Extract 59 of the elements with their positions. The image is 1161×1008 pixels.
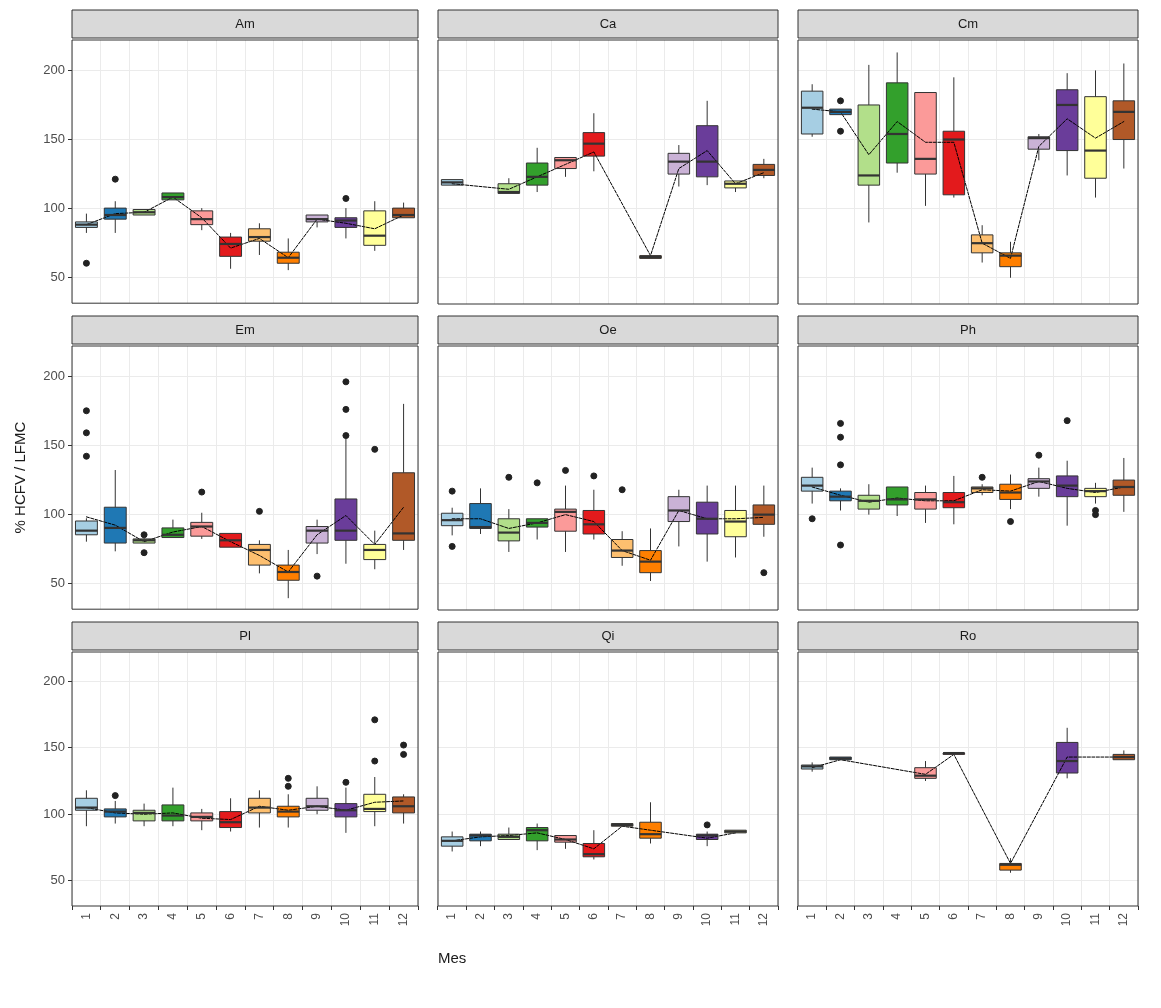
- x-tick-label: 6: [586, 912, 601, 920]
- y-axis-title: % HCFV / LFMC: [11, 421, 29, 534]
- x-tick-label: 2: [472, 912, 487, 920]
- x-tick-label: 3: [501, 912, 516, 920]
- x-tick-label: 7: [974, 912, 989, 920]
- x-tick-label: 11: [727, 912, 742, 926]
- y-tick-label: 150: [43, 436, 65, 452]
- y-tick-label: 100: [43, 805, 65, 821]
- x-tick-label: 10: [699, 912, 714, 927]
- x-tick-label: 11: [1087, 912, 1102, 926]
- x-tick-label: 8: [280, 912, 295, 920]
- chart-title: Ph: [960, 321, 976, 337]
- x-tick-label: 2: [832, 912, 847, 920]
- x-tick-label: 10: [1059, 912, 1074, 927]
- x-tick-label: 9: [309, 912, 324, 920]
- y-tick-label: 50: [50, 268, 65, 284]
- x-tick-label: 9: [671, 912, 686, 920]
- chart-title: Oe: [599, 321, 617, 337]
- x-tick-label: 5: [194, 912, 209, 920]
- y-tick-label: 50: [50, 872, 65, 888]
- x-tick-label: 7: [251, 912, 266, 920]
- y-tick-label: 200: [43, 672, 65, 688]
- x-tick-label: 7: [614, 912, 629, 920]
- x-tick-label: 12: [395, 912, 410, 927]
- y-tick-label: 100: [43, 199, 65, 215]
- x-tick-label: 3: [861, 912, 876, 920]
- chart-title: Cm: [957, 15, 979, 31]
- chart-title: Qi: [601, 627, 615, 643]
- chart-title: Ro: [959, 627, 977, 643]
- x-tick-label: 6: [946, 912, 961, 920]
- x-tick-label: 1: [444, 912, 459, 920]
- x-tick-label: 2: [107, 912, 122, 920]
- x-tick-label: 9: [1031, 912, 1046, 920]
- chart-title: Ca: [599, 15, 618, 31]
- x-tick-label: 3: [136, 912, 151, 920]
- x-tick-label: 1: [78, 912, 93, 920]
- y-tick-label: 150: [43, 130, 65, 146]
- x-tick-label: 12: [756, 912, 771, 927]
- x-tick-label: 5: [917, 912, 932, 920]
- x-tick-label: 4: [529, 912, 544, 920]
- x-tick-label: 12: [1116, 912, 1131, 927]
- y-tick-label: 200: [43, 367, 65, 383]
- x-tick-label: 4: [165, 912, 180, 920]
- x-tick-label: 10: [338, 912, 353, 927]
- y-tick-label: 200: [43, 61, 65, 77]
- x-tick-label: 1: [804, 912, 819, 920]
- chart-title: Pl: [239, 627, 251, 643]
- x-tick-label: 11: [367, 912, 382, 926]
- x-tick-label: 8: [1002, 912, 1017, 920]
- x-tick-label: 8: [642, 912, 657, 920]
- x-axis-title: Mes: [438, 949, 467, 967]
- chart-title: Am: [235, 15, 255, 31]
- y-tick-label: 50: [50, 574, 65, 590]
- y-tick-label: 150: [43, 739, 65, 755]
- y-tick-label: 100: [43, 505, 65, 521]
- x-tick-label: 4: [889, 912, 904, 920]
- x-tick-label: 5: [557, 912, 572, 920]
- chart-title: Em: [235, 321, 255, 337]
- x-tick-label: 6: [222, 912, 237, 920]
